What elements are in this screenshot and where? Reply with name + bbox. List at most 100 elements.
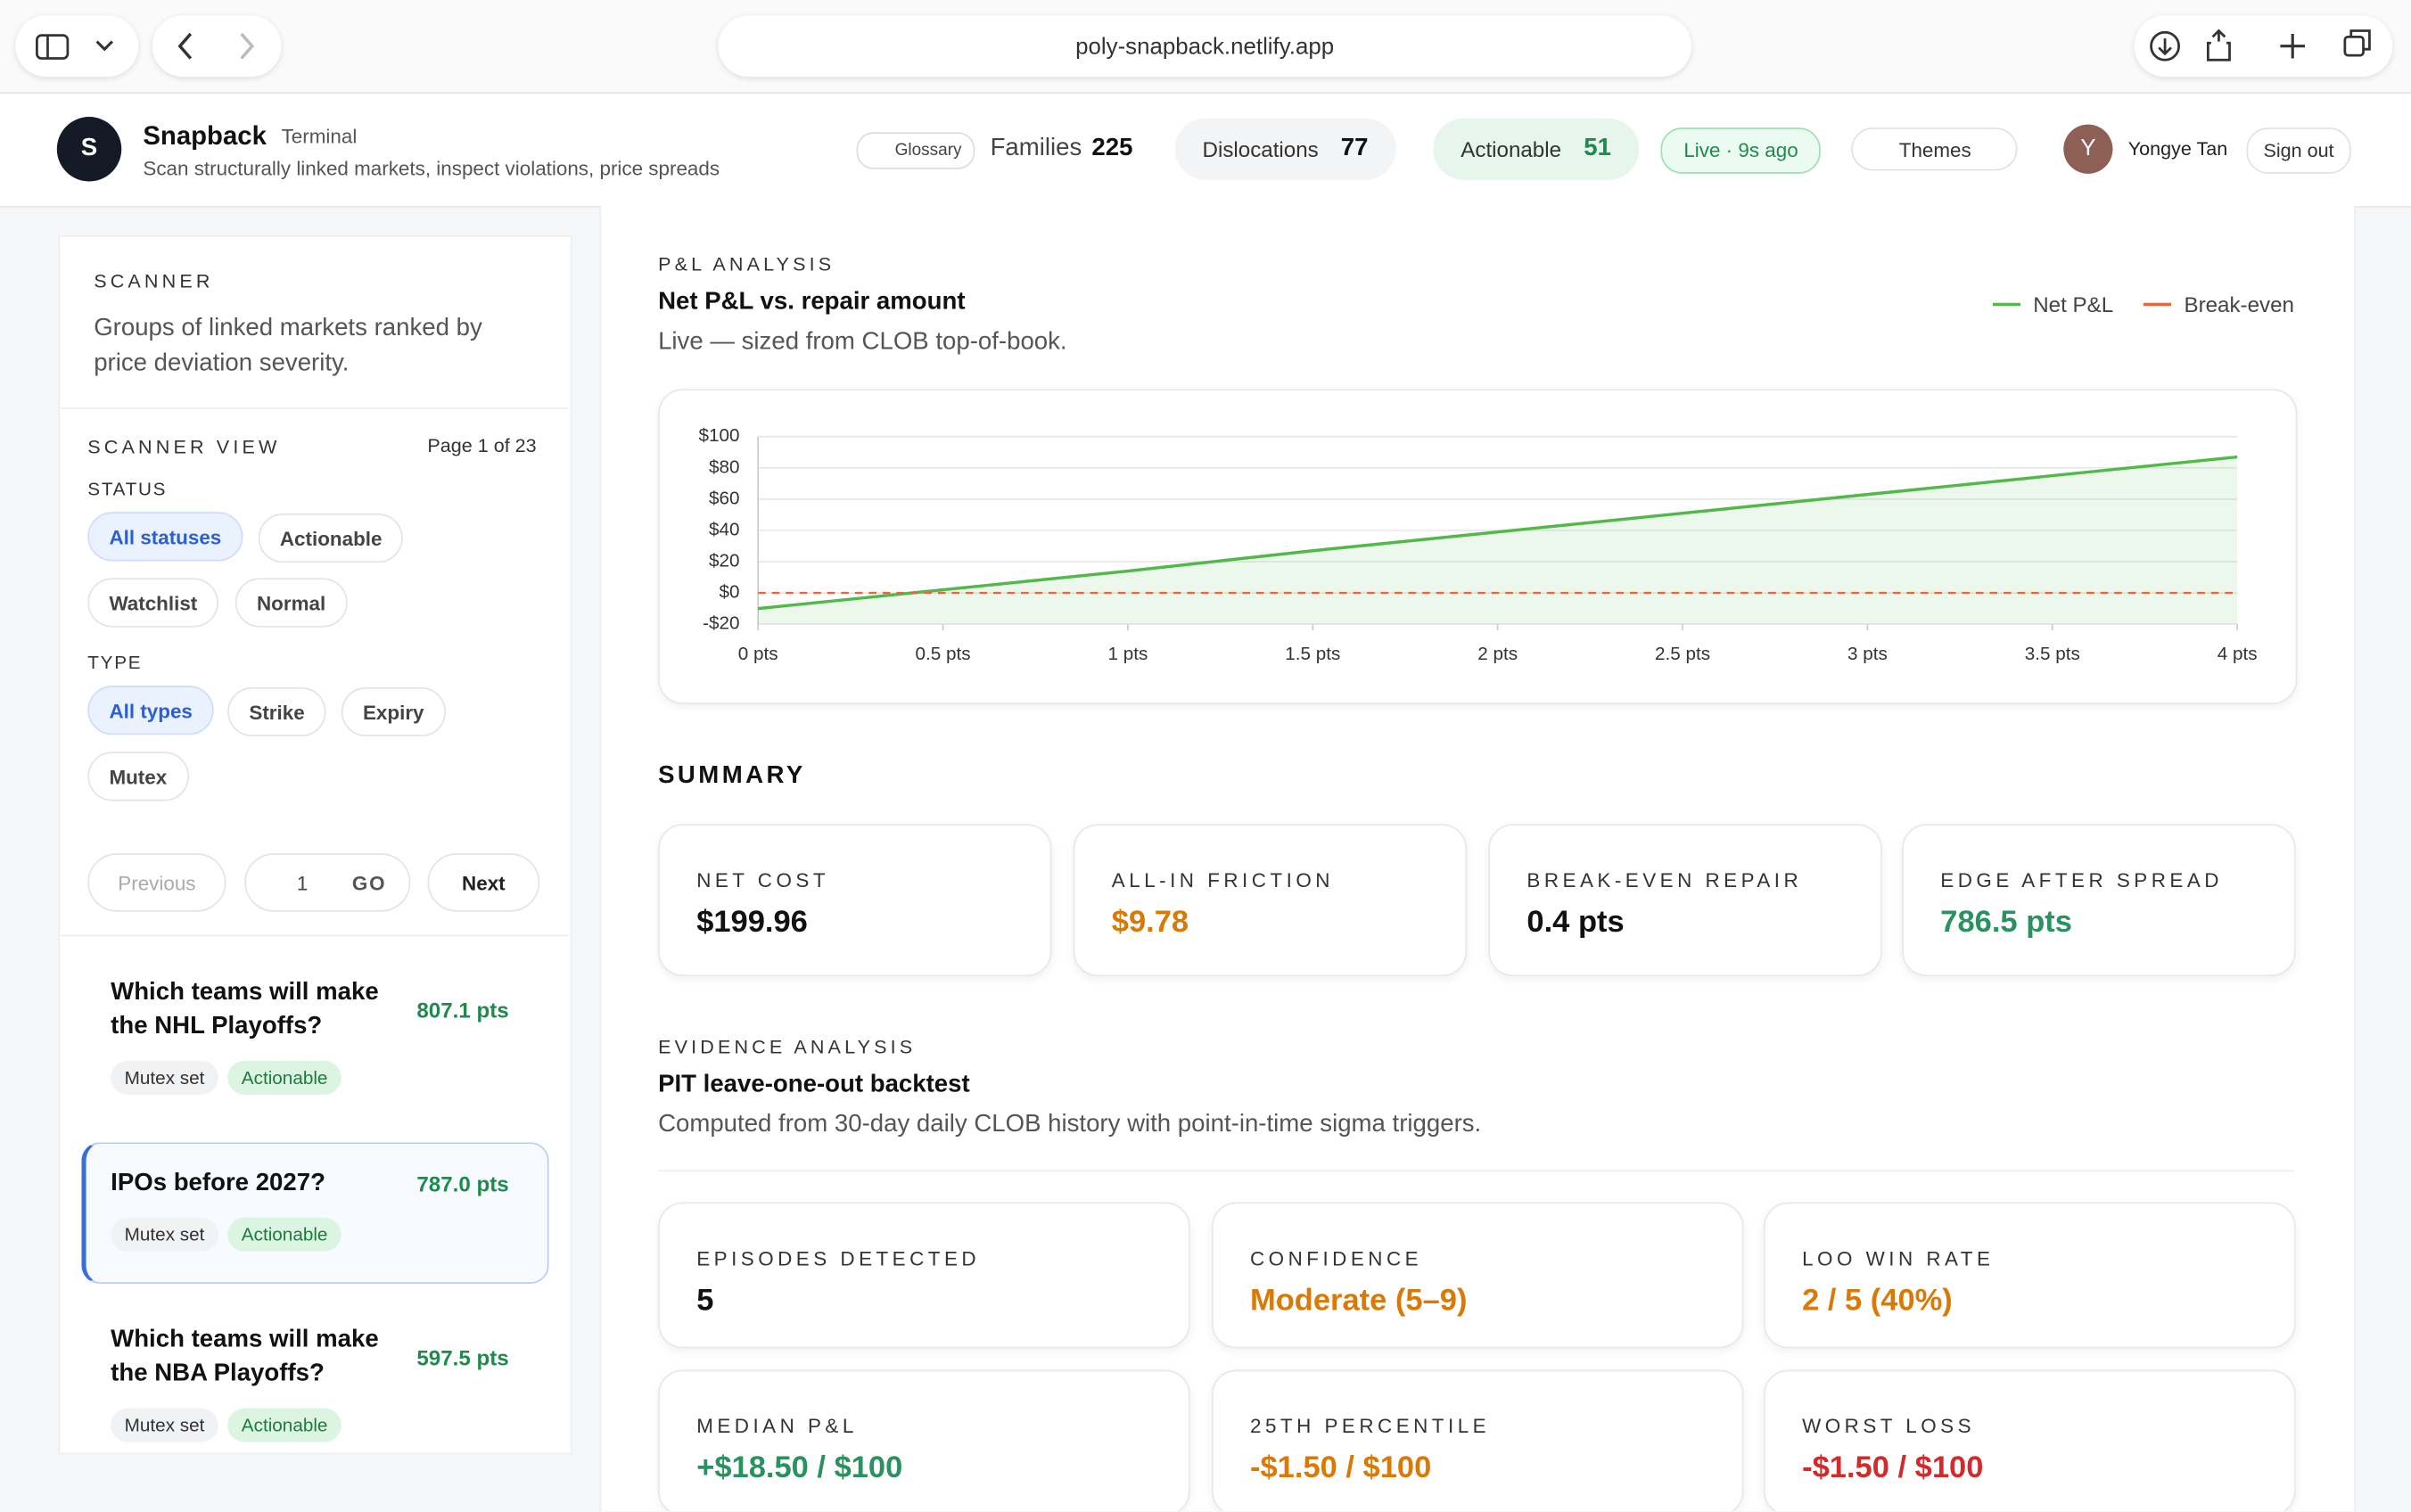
legend-label: Net P&L <box>2033 292 2114 317</box>
card-value: +$18.50 / $100 <box>696 1450 903 1485</box>
themes-button[interactable]: Themes <box>1851 127 2018 171</box>
chart-subtitle: Live — sized from CLOB top-of-book. <box>658 329 1067 356</box>
line-series <box>757 455 2238 611</box>
dislocations-count: 77 <box>1340 135 1369 162</box>
nav-buttons[interactable] <box>152 15 282 78</box>
summary-card: ALL-IN FRICTION $9.78 <box>1073 824 1468 977</box>
type-filter[interactable]: Mutex <box>87 752 189 801</box>
brand: Snapback <box>143 121 267 152</box>
item-score: 787.0 pts <box>416 1171 509 1196</box>
item-tags: Mutex set Actionable <box>111 1217 350 1252</box>
summary-title: SUMMARY <box>658 762 806 789</box>
card-value: Moderate (5–9) <box>1250 1283 1468 1318</box>
x-tick-label: 3 pts <box>1847 644 1888 664</box>
dislocations-badge <box>1174 118 1396 180</box>
themes-label: Themes <box>1898 138 1971 162</box>
browser-actions[interactable] <box>2134 15 2393 78</box>
item-title[interactable]: IPOs before 2027? <box>111 1170 325 1196</box>
sidebar-toggle[interactable] <box>15 15 139 78</box>
go-button[interactable]: GO <box>351 871 387 895</box>
type-filter[interactable]: Expiry <box>341 686 446 737</box>
legend-item: Net P&L <box>1993 292 2114 317</box>
y-tick-label: $40 <box>709 519 740 539</box>
sidebar-title: SCANNER <box>94 270 214 292</box>
logo: S <box>56 117 122 182</box>
divider <box>58 934 570 937</box>
status-filter[interactable]: Watchlist <box>87 578 219 628</box>
chart-card: $100 $80 $60 $40 $20 $0 -$20 0 pts 0.5 pts 1 pts 1… <box>658 389 2298 704</box>
item-title[interactable]: Which teams will make the NHL Playoffs? <box>111 979 379 1040</box>
tag: Mutex set <box>111 1217 218 1252</box>
item-tags: Mutex set Actionable <box>111 1060 350 1095</box>
sign-out[interactable]: Sign out <box>2246 127 2351 174</box>
status-filter[interactable]: All statuses <box>87 512 243 562</box>
page-jump[interactable]: 1 GO <box>244 853 411 912</box>
summary-card: NET COST $199.96 <box>658 824 1052 977</box>
x-tick-label: 1 pts <box>1107 644 1148 664</box>
legend-swatch <box>2144 302 2172 307</box>
dislocations-label: Dislocations <box>1202 136 1319 162</box>
card-label: EPISODES DETECTED <box>696 1246 981 1270</box>
y-tick-label: $0 <box>719 582 739 603</box>
user-avatar: Y <box>2063 124 2113 174</box>
actionable-badge <box>1433 118 1640 180</box>
user-name: Yongye Tan <box>2127 138 2228 160</box>
type-filter[interactable]: All types <box>87 686 215 735</box>
y-tick-label: $60 <box>709 488 740 508</box>
section-label: P&L ANALYSIS <box>658 253 835 275</box>
glossary-label: Glossary <box>894 141 962 160</box>
chart: $100 $80 $60 $40 $20 $0 -$20 0 pts 0.5 pts 1 pts 1… <box>698 425 2258 664</box>
card-label: ALL-IN FRICTION <box>1111 868 1334 892</box>
sidebar-description: Groups of linked markets ranked by price… <box>94 315 482 377</box>
evidence-description: Computed from 30-day daily CLOB history … <box>658 1111 1482 1138</box>
view-title: SCANNER VIEW <box>87 436 281 458</box>
divider <box>658 1170 2294 1172</box>
status-filter[interactable]: Actionable <box>258 513 404 563</box>
summary-card: BREAK-EVEN REPAIR 0.4 pts <box>1488 824 1882 977</box>
x-tick-label: 4 pts <box>2218 644 2258 664</box>
card-label: BREAK-EVEN REPAIR <box>1526 868 1803 892</box>
previous-button[interactable]: Previous <box>87 853 226 912</box>
evidence-card: EPISODES DETECTED 5 <box>658 1202 1190 1349</box>
x-tick-label: 0.5 pts <box>915 644 970 664</box>
address-bar[interactable]: poly-snapback.netlify.app <box>718 15 1691 78</box>
card-label: CONFIDENCE <box>1250 1246 1423 1270</box>
card-label: NET COST <box>696 868 830 892</box>
x-tick-label: 2.5 pts <box>1655 644 1710 664</box>
item-score: 807.1 pts <box>416 998 509 1023</box>
y-tick-label: $80 <box>709 456 740 477</box>
y-tick-label: -$20 <box>703 613 739 634</box>
card-value: 786.5 pts <box>1940 905 2072 940</box>
card-label: LOO WIN RATE <box>1802 1246 1995 1270</box>
tag: Actionable <box>227 1060 341 1095</box>
evidence-card: LOO WIN RATE 2 / 5 (40%) <box>1763 1202 2296 1349</box>
evidence-card: CONFIDENCE Moderate (5–9) <box>1211 1202 1744 1349</box>
evidence-card: 25TH PERCENTILE -$1.50 / $100 <box>1211 1369 1744 1512</box>
card-label: EDGE AFTER SPREAD <box>1940 868 2223 892</box>
evidence-card: MEDIAN P&L +$18.50 / $100 <box>658 1369 1190 1512</box>
actionable-count: 51 <box>1584 135 1611 162</box>
page-input[interactable]: 1 <box>296 871 309 895</box>
item-title[interactable]: Which teams will make the NBA Playoffs? <box>111 1327 379 1387</box>
card-label: WORST LOSS <box>1802 1414 1976 1438</box>
card-value: 0.4 pts <box>1526 905 1625 940</box>
glossary-button[interactable]: Glossary <box>856 132 976 169</box>
card-value: 5 <box>696 1283 714 1318</box>
actionable-label: Actionable <box>1461 136 1562 162</box>
subtitle: Scan structurally linked markets, inspec… <box>143 156 720 180</box>
next-button[interactable]: Next <box>427 853 540 912</box>
card-label: 25TH PERCENTILE <box>1250 1414 1491 1438</box>
card-value: $199.96 <box>696 905 808 940</box>
status-filter[interactable]: Normal <box>235 578 348 628</box>
page-info: Page 1 of 23 <box>427 435 537 457</box>
selected-item[interactable] <box>81 1142 549 1284</box>
card-label: MEDIAN P&L <box>696 1414 858 1438</box>
tag: Mutex set <box>111 1060 218 1095</box>
area <box>758 456 2238 625</box>
type-filter[interactable]: Strike <box>227 686 326 737</box>
y-tick-label: $100 <box>698 425 739 446</box>
evidence-title: PIT leave-one-out backtest <box>658 1071 970 1098</box>
evidence-card: WORST LOSS -$1.50 / $100 <box>1763 1369 2296 1512</box>
